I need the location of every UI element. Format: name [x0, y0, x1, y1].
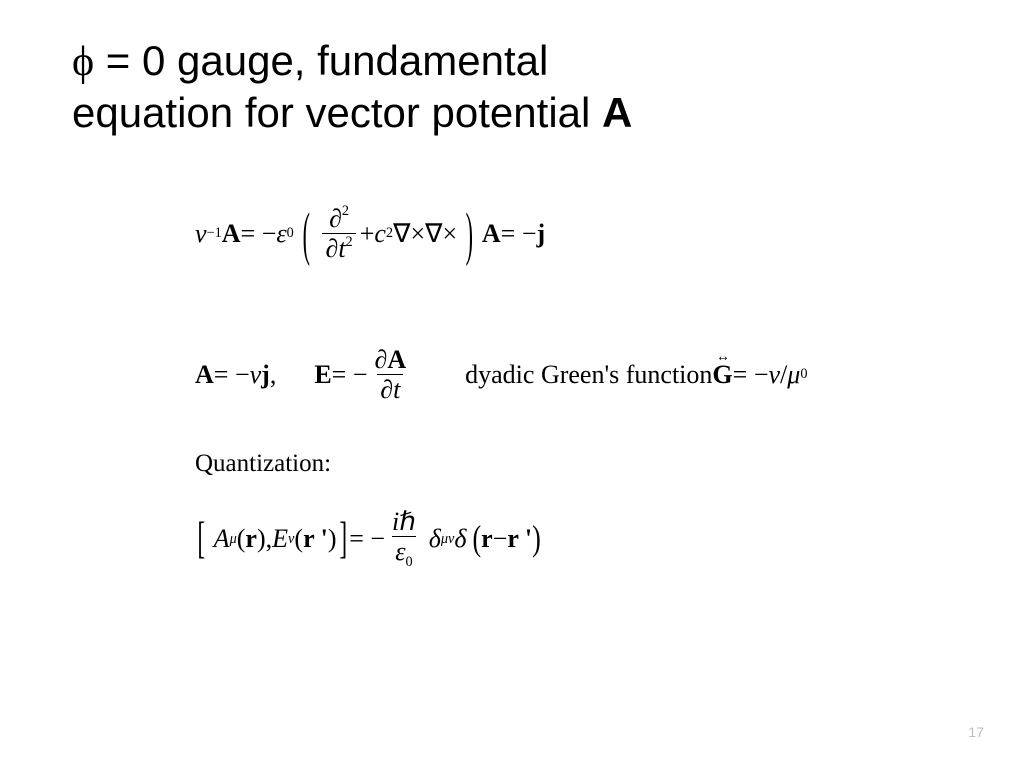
slide-title: ϕ = 0 gauge, fundamental equation for ve… — [72, 36, 952, 137]
eq1-minus1: −1 — [207, 225, 222, 242]
eq1-eqminus2: = − — [501, 219, 537, 249]
page-number: 17 — [968, 724, 984, 740]
title-line2: equation for vector potential — [72, 89, 602, 136]
eq1-nablacross: ∇×∇× — [393, 219, 457, 249]
eq1-eps: ε — [276, 219, 286, 249]
eq2-A: A — [195, 360, 214, 390]
eq1-frac: ∂2 ∂t2 — [322, 205, 355, 263]
eq2-greens-label: dyadic Green's function — [465, 360, 712, 390]
eq1-eqminus: = − — [241, 219, 277, 249]
title-line1: 0 gauge, fundamental — [142, 37, 548, 84]
title-eq: = — [94, 37, 142, 84]
lbracket-icon: [ — [197, 514, 205, 565]
rbracket-icon: ] — [339, 514, 347, 565]
eq1-v: v — [195, 219, 207, 249]
eq1-A1: A — [222, 219, 241, 249]
equation-fields: A = − v j, E = − ∂A ∂t dyadic Green's fu… — [195, 346, 807, 404]
quantization-label: Quantization: — [195, 450, 331, 478]
slide: ϕ = 0 gauge, fundamental equation for ve… — [0, 0, 1024, 768]
eq2-G: G — [712, 360, 732, 390]
eq4-frac: iℏ ε0 — [389, 508, 419, 570]
eq1-A2: A — [482, 219, 501, 249]
equation-commutator: [ Aμ (r) , Eν (r ') ] = − iℏ ε0 δμν δ ( … — [195, 508, 541, 570]
equation-wave: v−1 A = − ε0 ( ∂2 ∂t2 + c2 ∇×∇× ) A = − … — [195, 205, 545, 263]
eq2-frac: ∂A ∂t — [372, 346, 410, 404]
lparen-icon: ( — [302, 200, 309, 269]
title-A: A — [602, 89, 632, 136]
title-phi: ϕ — [72, 39, 94, 85]
rparen-icon: ) — [466, 200, 473, 269]
eq2-E: E — [314, 360, 331, 390]
eq1-eps-sub: 0 — [287, 225, 294, 242]
eq1-j: j — [536, 219, 545, 249]
eq1-c: c — [374, 219, 386, 249]
eq1-plus: + — [360, 219, 375, 249]
